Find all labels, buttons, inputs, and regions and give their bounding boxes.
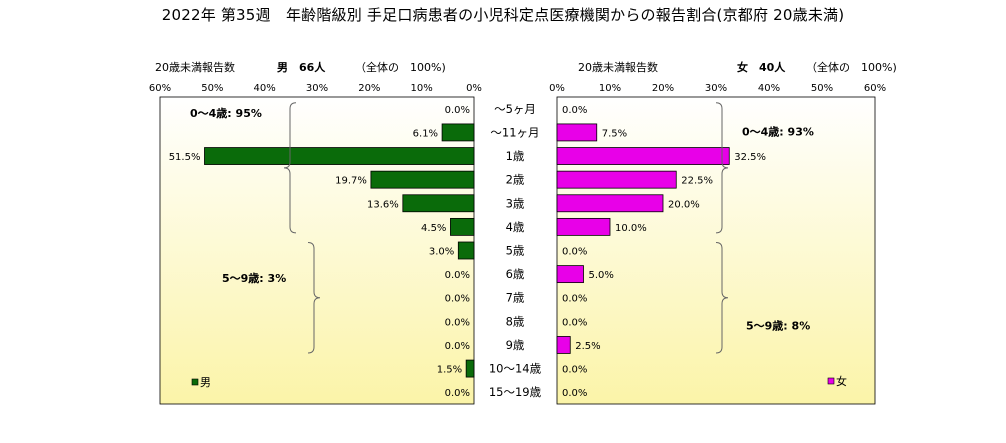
category-label: ～11ヶ月 (490, 125, 539, 139)
female-data-label: 0.0% (562, 388, 587, 399)
category-label: 4歳 (506, 220, 525, 234)
left-annotation-5-9: 5～9歳: 3% (222, 271, 286, 285)
category-label: 2歳 (506, 173, 525, 187)
male-data-label: 0.0% (445, 341, 470, 352)
female-header-label: 20歳未満報告数 (578, 61, 658, 74)
category-label: 6歳 (506, 267, 525, 281)
male-data-label: 13.6% (367, 199, 399, 210)
male-bar (370, 170, 475, 189)
male-data-label: 4.5% (421, 223, 446, 234)
category-label: 5歳 (506, 244, 525, 258)
right-tick-label: 60% (864, 83, 886, 94)
female-data-label: 0.0% (562, 247, 587, 258)
male-data-label: 3.0% (429, 247, 454, 258)
right-tick-label: 0% (549, 83, 565, 94)
right-plot-area (556, 96, 876, 405)
female-bar (556, 265, 584, 284)
male-header-label: 20歳未満報告数 (155, 61, 235, 74)
female-bar (556, 194, 664, 213)
female-data-label: 2.5% (575, 341, 600, 352)
category-label: 10～14歳 (489, 362, 542, 376)
right-tick-label: 30% (705, 83, 727, 94)
male-bar (441, 123, 475, 142)
right-annotation-0-4: 0～4歳: 93% (742, 124, 814, 138)
male-header-total: （全体の 100%) (355, 60, 446, 74)
right-bracket-0-4 (715, 102, 729, 234)
category-label: 8歳 (506, 314, 525, 328)
left-annotation-0-4: 0～4歳: 95% (190, 106, 262, 120)
female-bar (556, 147, 730, 165)
right-tick-label: 40% (758, 83, 780, 94)
female-legend-swatch (827, 377, 835, 385)
male-data-label: 0.0% (445, 105, 470, 116)
category-label: 9歳 (506, 338, 525, 352)
female-legend-label: 女 (836, 374, 847, 388)
left-tick-label: 10% (411, 83, 433, 94)
male-header-count: 男 66人 (277, 60, 326, 74)
female-data-label: 0.0% (562, 105, 587, 116)
female-bar (556, 336, 571, 354)
left-tick-label: 40% (254, 83, 276, 94)
male-data-label: 0.0% (445, 294, 470, 305)
male-bar (457, 241, 475, 260)
category-label: 7歳 (506, 291, 525, 305)
female-bar (556, 123, 598, 142)
left-tick-label: 20% (358, 83, 380, 94)
male-data-label: 1.5% (437, 365, 462, 376)
left-plot-area (159, 96, 475, 405)
right-tick-label: 50% (811, 83, 833, 94)
female-data-label: 32.5% (734, 152, 766, 163)
category-label: ～5ヶ月 (494, 102, 536, 116)
right-tick-label: 10% (599, 83, 621, 94)
female-data-label: 0.0% (562, 317, 587, 328)
female-data-label: 5.0% (589, 270, 614, 281)
male-data-label: 51.5% (169, 152, 201, 163)
left-bracket-0-4 (283, 102, 297, 234)
right-annotation-5-9: 5～9歳: 8% (746, 318, 810, 332)
male-bar (450, 217, 475, 236)
male-bar (465, 359, 475, 378)
category-label: 3歳 (506, 196, 525, 210)
left-tick-label: 0% (466, 83, 482, 94)
category-label: 15～19歳 (489, 385, 542, 399)
chart-title: 2022年 第35週 年齢階級別 手足口病患者の小児科定点医療機関からの報告割合… (161, 6, 845, 24)
male-bar (204, 147, 475, 165)
female-data-label: 10.0% (615, 223, 647, 234)
male-legend-label: 男 (200, 376, 211, 389)
female-header-total: （全体の 100%) (806, 60, 897, 74)
category-label: 1歳 (506, 149, 525, 163)
male-legend-swatch (191, 378, 199, 386)
left-tick-label: 60% (149, 83, 171, 94)
left-tick-label: 30% (306, 83, 328, 94)
left-tick-label: 50% (201, 83, 223, 94)
female-data-label: 20.0% (668, 199, 700, 210)
male-data-label: 0.0% (445, 270, 470, 281)
male-data-label: 19.7% (335, 176, 367, 187)
female-bar (556, 217, 611, 236)
male-bar (402, 194, 475, 213)
left-bracket-5-9 (307, 242, 321, 354)
female-data-label: 7.5% (602, 128, 627, 139)
female-data-label: 22.5% (681, 176, 713, 187)
male-data-label: 6.1% (413, 128, 438, 139)
male-data-label: 0.0% (445, 388, 470, 399)
right-tick-label: 20% (652, 83, 674, 94)
female-data-label: 0.0% (562, 365, 587, 376)
female-bar (556, 170, 677, 189)
male-data-label: 0.0% (445, 317, 470, 328)
right-bracket-5-9 (715, 242, 729, 354)
female-data-label: 0.0% (562, 294, 587, 305)
female-header-count: 女 40人 (737, 60, 786, 74)
